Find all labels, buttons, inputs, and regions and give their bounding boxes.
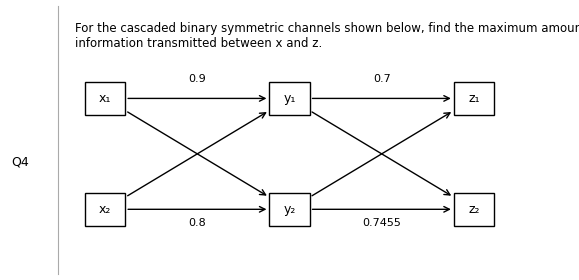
FancyBboxPatch shape xyxy=(454,193,494,226)
Text: y₂: y₂ xyxy=(283,203,296,216)
Text: 0.7455: 0.7455 xyxy=(362,218,401,228)
FancyBboxPatch shape xyxy=(85,193,125,226)
Text: x₂: x₂ xyxy=(99,203,111,216)
Text: For the cascaded binary symmetric channels shown below, find the maximum amount : For the cascaded binary symmetric channe… xyxy=(75,22,579,50)
Text: z₁: z₁ xyxy=(468,92,479,105)
FancyBboxPatch shape xyxy=(85,82,125,115)
Text: 0.7: 0.7 xyxy=(373,74,391,84)
Text: y₁: y₁ xyxy=(283,92,296,105)
FancyBboxPatch shape xyxy=(454,82,494,115)
Text: Q4: Q4 xyxy=(12,156,30,169)
Text: 0.8: 0.8 xyxy=(188,218,206,228)
Text: z₂: z₂ xyxy=(468,203,479,216)
Text: 0.9: 0.9 xyxy=(188,74,206,84)
FancyBboxPatch shape xyxy=(269,193,310,226)
Text: x₁: x₁ xyxy=(99,92,111,105)
FancyBboxPatch shape xyxy=(269,82,310,115)
